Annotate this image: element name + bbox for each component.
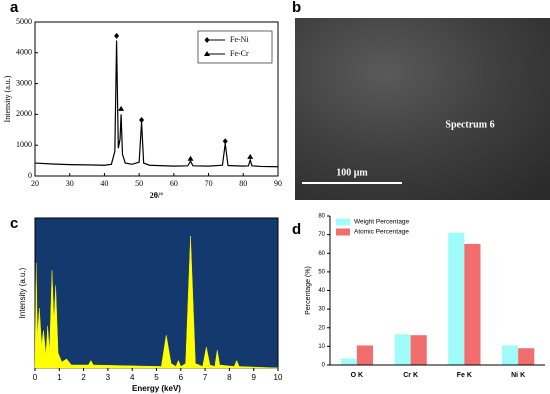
x-tick-label: 60	[170, 179, 178, 188]
y-tick-label: 3000	[16, 78, 32, 87]
x-tick-label: O K	[351, 372, 363, 379]
bar	[502, 345, 519, 365]
x-tick-label: 90	[274, 179, 282, 188]
triangle-marker	[187, 155, 194, 161]
x-tick-label: 8	[227, 373, 232, 382]
x-tick-label: 80	[239, 179, 247, 188]
y-tick-label: 40	[318, 288, 325, 294]
y-tick-label: 60	[318, 251, 325, 257]
x-tick-label: 20	[31, 179, 39, 188]
y-axis-title: Intensity (a.u.)	[3, 75, 12, 122]
pattern-line	[34, 40, 279, 168]
legend-box	[197, 30, 273, 64]
x-tick-label: 7	[203, 373, 208, 382]
axes	[329, 216, 545, 366]
diamond-marker	[204, 37, 210, 43]
x-tick-label: Cr K	[403, 372, 418, 379]
x-tick-label: 50	[135, 179, 143, 188]
scale-bar-label: 100 μm	[336, 167, 368, 178]
bar	[394, 334, 411, 365]
annotation: Spectrum 6	[445, 119, 494, 130]
x-tick-label: 0	[33, 373, 38, 382]
bar	[410, 335, 427, 365]
legend-label: Atomic Percentage	[354, 229, 409, 236]
x-tick-label: Ni K	[511, 372, 525, 379]
panel-label: d	[292, 221, 301, 238]
bar	[464, 243, 481, 365]
y-tick-label: 80	[318, 214, 325, 220]
legend-label: Weight Percentage	[354, 219, 410, 226]
x-tick-label: 3	[106, 373, 111, 382]
y-tick-label: 30	[318, 307, 325, 313]
diamond-marker	[139, 116, 145, 123]
y-axis-title: Percentage (%)	[305, 266, 312, 315]
triangle-marker	[118, 105, 125, 111]
sem-image	[295, 18, 550, 200]
y-tick-label: 5000	[16, 17, 32, 26]
x-tick-label: 2	[81, 373, 86, 382]
triangle-marker	[247, 153, 254, 159]
x-axis-title: 2θ/°	[150, 191, 164, 200]
y-tick-label: 0	[322, 363, 326, 369]
y-axis-title: Intensity (a.u.)	[18, 267, 27, 318]
y-tick-label: 10	[318, 344, 325, 350]
x-tick-label: 1	[57, 373, 62, 382]
x-tick-label: 30	[66, 179, 74, 188]
x-tick-label: 10	[274, 373, 283, 382]
bar	[518, 348, 535, 365]
legend-swatch	[336, 228, 350, 236]
x-tick-label: 5	[154, 373, 159, 382]
y-tick-label: 50	[318, 269, 325, 275]
bar	[340, 358, 357, 365]
legend-swatch	[336, 218, 350, 226]
x-tick-label: 6	[179, 373, 184, 382]
y-tick-label: 20	[318, 325, 325, 331]
triangle-marker	[204, 51, 210, 56]
x-tick-label: 70	[205, 179, 213, 188]
plot-frame	[34, 21, 279, 177]
x-tick-label: 4	[130, 373, 135, 382]
y-tick-label: 4000	[16, 48, 32, 57]
x-tick-label: 40	[100, 179, 108, 188]
bar	[356, 345, 373, 365]
y-tick-label: 2000	[16, 109, 32, 118]
plot-background	[34, 217, 279, 369]
spectrum-area	[34, 235, 279, 369]
y-tick-label: 1000	[16, 140, 32, 149]
panel-label: a	[10, 0, 19, 16]
legend-label: Fe-Ni	[230, 35, 249, 44]
x-tick-label: Fe K	[457, 372, 472, 379]
panel-label: b	[292, 0, 301, 16]
x-axis-title: Energy (keV)	[132, 384, 181, 393]
diamond-marker	[114, 32, 120, 39]
legend-label: Fe-Cr	[230, 49, 249, 58]
y-tick-label: 0	[28, 171, 32, 180]
bar	[448, 232, 465, 365]
x-tick-label: 9	[251, 373, 256, 382]
y-tick-label: 70	[318, 232, 325, 238]
panel-label: c	[10, 215, 18, 232]
diamond-marker	[222, 138, 228, 145]
